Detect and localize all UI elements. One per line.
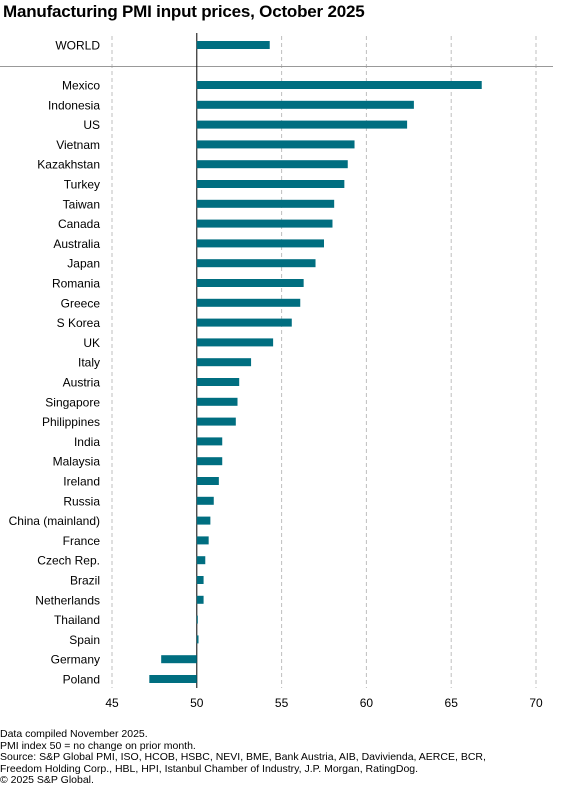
category-label: Turkey [64, 178, 100, 192]
bar [196, 160, 348, 169]
bar [196, 318, 292, 327]
category-label: Russia [63, 494, 100, 508]
category-label: Mexico [62, 79, 100, 93]
bar [196, 140, 355, 149]
bar [196, 496, 214, 505]
bar [196, 100, 414, 109]
bar [149, 675, 197, 683]
bar [196, 635, 199, 644]
bar [196, 457, 223, 466]
x-tick-label: 55 [275, 696, 289, 710]
bar [196, 259, 316, 268]
note-copyright: © 2025 S&P Global. [0, 774, 94, 787]
category-label: S Korea [57, 316, 101, 330]
bar [196, 279, 304, 287]
category-label: Romania [52, 277, 100, 291]
x-tick-label: 70 [529, 696, 543, 710]
category-label: Greece [61, 296, 101, 310]
category-label: Italy [78, 356, 100, 370]
category-label: Australia [53, 237, 100, 251]
note-source-continued: Freedom Holding Corp., HBL, HPI, Istanbu… [0, 762, 419, 775]
category-label: China (mainland) [9, 514, 100, 528]
bar [196, 477, 219, 485]
note-compiled: Data compiled November 2025. [0, 728, 148, 740]
category-label: Netherlands [35, 593, 100, 607]
category-label: India [74, 435, 100, 449]
category-label: Japan [67, 257, 100, 271]
x-tick-label: 65 [445, 696, 459, 710]
bar [196, 516, 211, 525]
bar [196, 417, 236, 426]
note-pmi-definition: PMI index 50 = no change on prior month. [0, 739, 196, 752]
bar [196, 536, 209, 545]
category-label: Taiwan [63, 197, 100, 211]
category-label: Germany [51, 653, 100, 667]
bar [196, 556, 206, 565]
bar [196, 180, 345, 188]
bar [196, 595, 204, 604]
category-label: Philippines [42, 415, 100, 429]
category-label: Canada [58, 217, 100, 231]
category-label: Ireland [63, 475, 100, 489]
chart-title: Manufacturing PMI input prices, October … [3, 2, 365, 21]
x-tick-label: 45 [105, 696, 119, 710]
bar [196, 397, 238, 406]
bar [196, 358, 252, 367]
bar [196, 239, 324, 248]
bar [196, 81, 482, 89]
category-label: WORLD [55, 39, 100, 53]
category-label: Spain [69, 633, 100, 647]
bar [196, 219, 333, 228]
bar [196, 437, 223, 446]
x-tick-label: 50 [190, 696, 204, 710]
category-label: Austria [63, 376, 101, 390]
note-source: Source: S&P Global PMI, ISO, HCOB, HSBC,… [0, 751, 486, 764]
bar [196, 338, 274, 347]
category-label: Poland [63, 673, 100, 687]
bar-chart: WORLD Mexico Indonesia US Vietnam Kazakhstan T… [0, 33, 553, 710]
category-label: France [63, 534, 101, 548]
bar [196, 615, 198, 624]
bar [196, 378, 240, 386]
bar [196, 120, 408, 129]
category-label: Kazakhstan [37, 158, 100, 172]
category-label: Thailand [54, 613, 100, 627]
category-label: Indonesia [48, 98, 100, 112]
bar [196, 199, 335, 208]
category-label: Singapore [45, 395, 100, 409]
category-label: UK [83, 336, 100, 350]
category-label: US [83, 118, 100, 132]
bar [196, 576, 204, 584]
footnotes: Data compiled November 2025. PMI index 5… [0, 728, 486, 787]
bar [196, 41, 270, 49]
bar [161, 655, 197, 664]
category-label: Malaysia [53, 455, 101, 469]
x-tick-label: 60 [360, 696, 374, 710]
bar [196, 298, 301, 307]
category-label: Vietnam [56, 138, 100, 152]
category-label: Brazil [70, 574, 100, 588]
category-label: Czech Rep. [37, 554, 100, 568]
